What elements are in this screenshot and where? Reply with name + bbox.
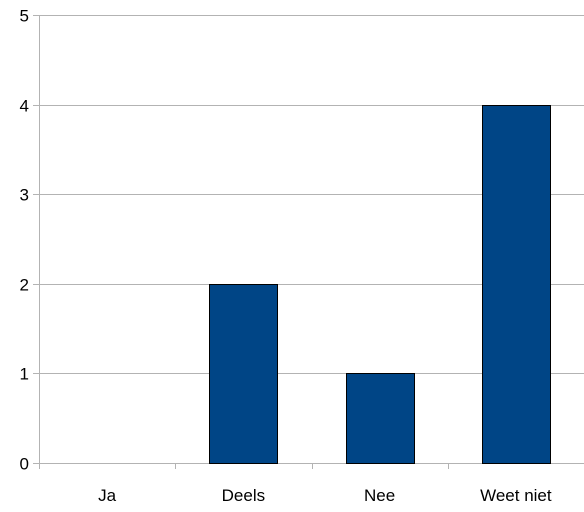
x-tick-label: Deels: [222, 486, 265, 505]
y-tick-label: 3: [20, 186, 29, 205]
y-tick-label: 0: [20, 455, 29, 474]
bar-weet-niet: [483, 106, 551, 464]
x-tick-label: Ja: [98, 486, 117, 505]
bar-deels: [210, 285, 278, 464]
bar-nee: [347, 374, 415, 464]
x-tick-label: Nee: [364, 486, 395, 505]
y-tick-label: 4: [20, 97, 29, 116]
y-tick-label: 1: [20, 365, 29, 384]
y-tick-label: 2: [20, 276, 29, 295]
x-tick-label: Weet niet: [480, 486, 552, 505]
tick-labels: 0 1 2 3 4 5 Ja Deels Nee Weet niet: [20, 7, 552, 506]
y-tick-label: 5: [20, 7, 29, 26]
